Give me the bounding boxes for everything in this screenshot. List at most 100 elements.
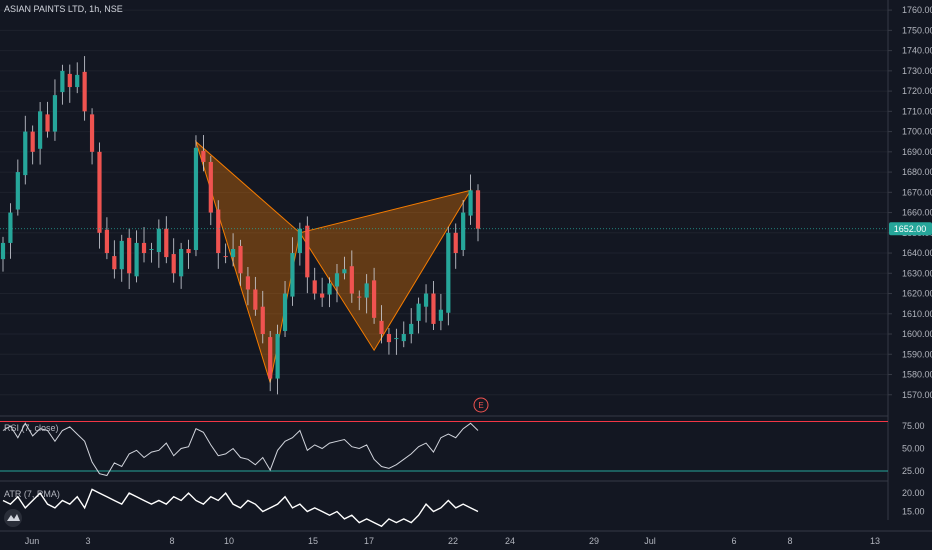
candle	[357, 290, 362, 311]
candle-body-down	[320, 293, 325, 298]
candle-body-up	[409, 323, 414, 335]
price-tick-label: 1690.00	[902, 147, 932, 157]
candle	[453, 223, 458, 269]
candle-body-up	[394, 338, 399, 340]
time-axis[interactable]: Jun 3 8 10 15 17 22 24 29 Jul 6 8 13	[25, 536, 880, 546]
candle-body-up	[297, 228, 302, 254]
price-tick-label: 1590.00	[902, 349, 932, 359]
candle	[268, 330, 273, 392]
candle	[216, 200, 221, 269]
candle-body-down	[104, 229, 110, 254]
time-tick-label: 15	[308, 536, 318, 546]
candle-body-up	[193, 147, 199, 251]
candle-body-up	[364, 283, 369, 298]
candle	[475, 184, 481, 242]
candle-body-up	[461, 212, 466, 251]
candle-body-down	[30, 131, 35, 152]
candle-body-down	[141, 242, 147, 254]
candle-body-up	[149, 249, 154, 251]
price-tick-label: 1750.00	[902, 25, 932, 35]
price-tick-label: 1670.00	[902, 187, 932, 197]
candle-body-down	[223, 256, 228, 258]
event-marker[interactable]: E	[473, 397, 489, 413]
candle-body-up	[75, 74, 80, 88]
candle-body-down	[82, 71, 87, 112]
price-axis[interactable]: 1760.00 1750.00 1740.00 1730.00 1720.00 1710.…	[887, 0, 932, 520]
candle	[349, 250, 354, 303]
candle-body-up	[334, 273, 340, 287]
candle-body-down	[171, 254, 176, 274]
candle	[364, 274, 369, 314]
candle	[275, 324, 280, 395]
candle	[156, 219, 161, 268]
candle	[290, 237, 295, 306]
candle	[186, 239, 191, 269]
price-tick-label: 1740.00	[902, 46, 932, 56]
candle	[193, 135, 199, 257]
candle-body-down	[208, 161, 213, 213]
candle-body-down	[268, 337, 273, 379]
candle	[149, 242, 154, 263]
candle-body-up	[416, 303, 421, 321]
candle	[30, 125, 35, 165]
price-tick-label: 1730.00	[902, 66, 932, 76]
time-tick-label: 17	[364, 536, 374, 546]
price-axis-bg	[888, 0, 932, 415]
candle	[112, 240, 117, 279]
time-tick-label: 29	[589, 536, 599, 546]
candle	[208, 155, 213, 226]
time-tick-label: 22	[448, 536, 458, 546]
candle-body-up	[15, 172, 20, 210]
time-tick-label: 24	[505, 536, 515, 546]
rsi-title: RSI (7, close)	[4, 423, 59, 433]
candle	[127, 228, 132, 290]
candle-body-up	[275, 334, 280, 379]
price-tick-label: 1570.00	[902, 390, 932, 400]
candle	[8, 203, 13, 259]
price-tick-label: 1760.00	[902, 5, 932, 15]
rsi-tick-label: 75.00	[902, 421, 925, 431]
candle	[416, 297, 421, 334]
candle	[164, 216, 169, 264]
price-tick-label: 1660.00	[902, 208, 932, 218]
candle	[394, 328, 399, 355]
price-grid	[0, 9, 888, 396]
price-tick-label: 1600.00	[902, 329, 932, 339]
atr-tick-labels: 20.00 15.00	[902, 488, 925, 516]
time-tick-label: 13	[870, 536, 880, 546]
tradingview-logo[interactable]	[4, 509, 22, 527]
candle-body-up	[282, 293, 288, 331]
candle	[230, 233, 236, 267]
candle-body-up	[119, 240, 124, 270]
candle-body-down	[386, 334, 392, 343]
candle-body-up	[156, 228, 161, 253]
candle	[260, 290, 265, 344]
event-marker-label: E	[478, 401, 483, 410]
logo-mountain-icon	[7, 514, 20, 521]
atr-pane: ATR (7, RMA) 20.00 15.00	[2, 488, 925, 528]
pattern-bcd-triangle[interactable]	[299, 189, 472, 352]
time-tick-label: 3	[85, 536, 90, 546]
candle	[401, 321, 406, 348]
candle-body-up	[342, 269, 347, 274]
time-tick-label: 8	[787, 536, 792, 546]
candle	[15, 159, 20, 216]
candle-body-down	[164, 228, 169, 258]
candle	[134, 230, 139, 283]
candle	[60, 64, 65, 105]
candle-body-down	[238, 245, 243, 274]
candle	[238, 239, 243, 286]
candle-body-down	[312, 280, 317, 294]
candle	[52, 79, 58, 141]
candle-body-down	[260, 306, 265, 335]
price-tick-label: 1630.00	[902, 268, 932, 278]
harmonic-pattern	[194, 140, 472, 383]
candle	[89, 108, 95, 165]
price-tick-label: 1700.00	[902, 127, 932, 137]
price-tick-label: 1680.00	[902, 167, 932, 177]
candle	[334, 263, 340, 303]
rsi-tick-label: 50.00	[902, 444, 925, 454]
candle	[468, 174, 473, 225]
candle-body-up	[401, 334, 406, 342]
candle	[342, 256, 347, 280]
